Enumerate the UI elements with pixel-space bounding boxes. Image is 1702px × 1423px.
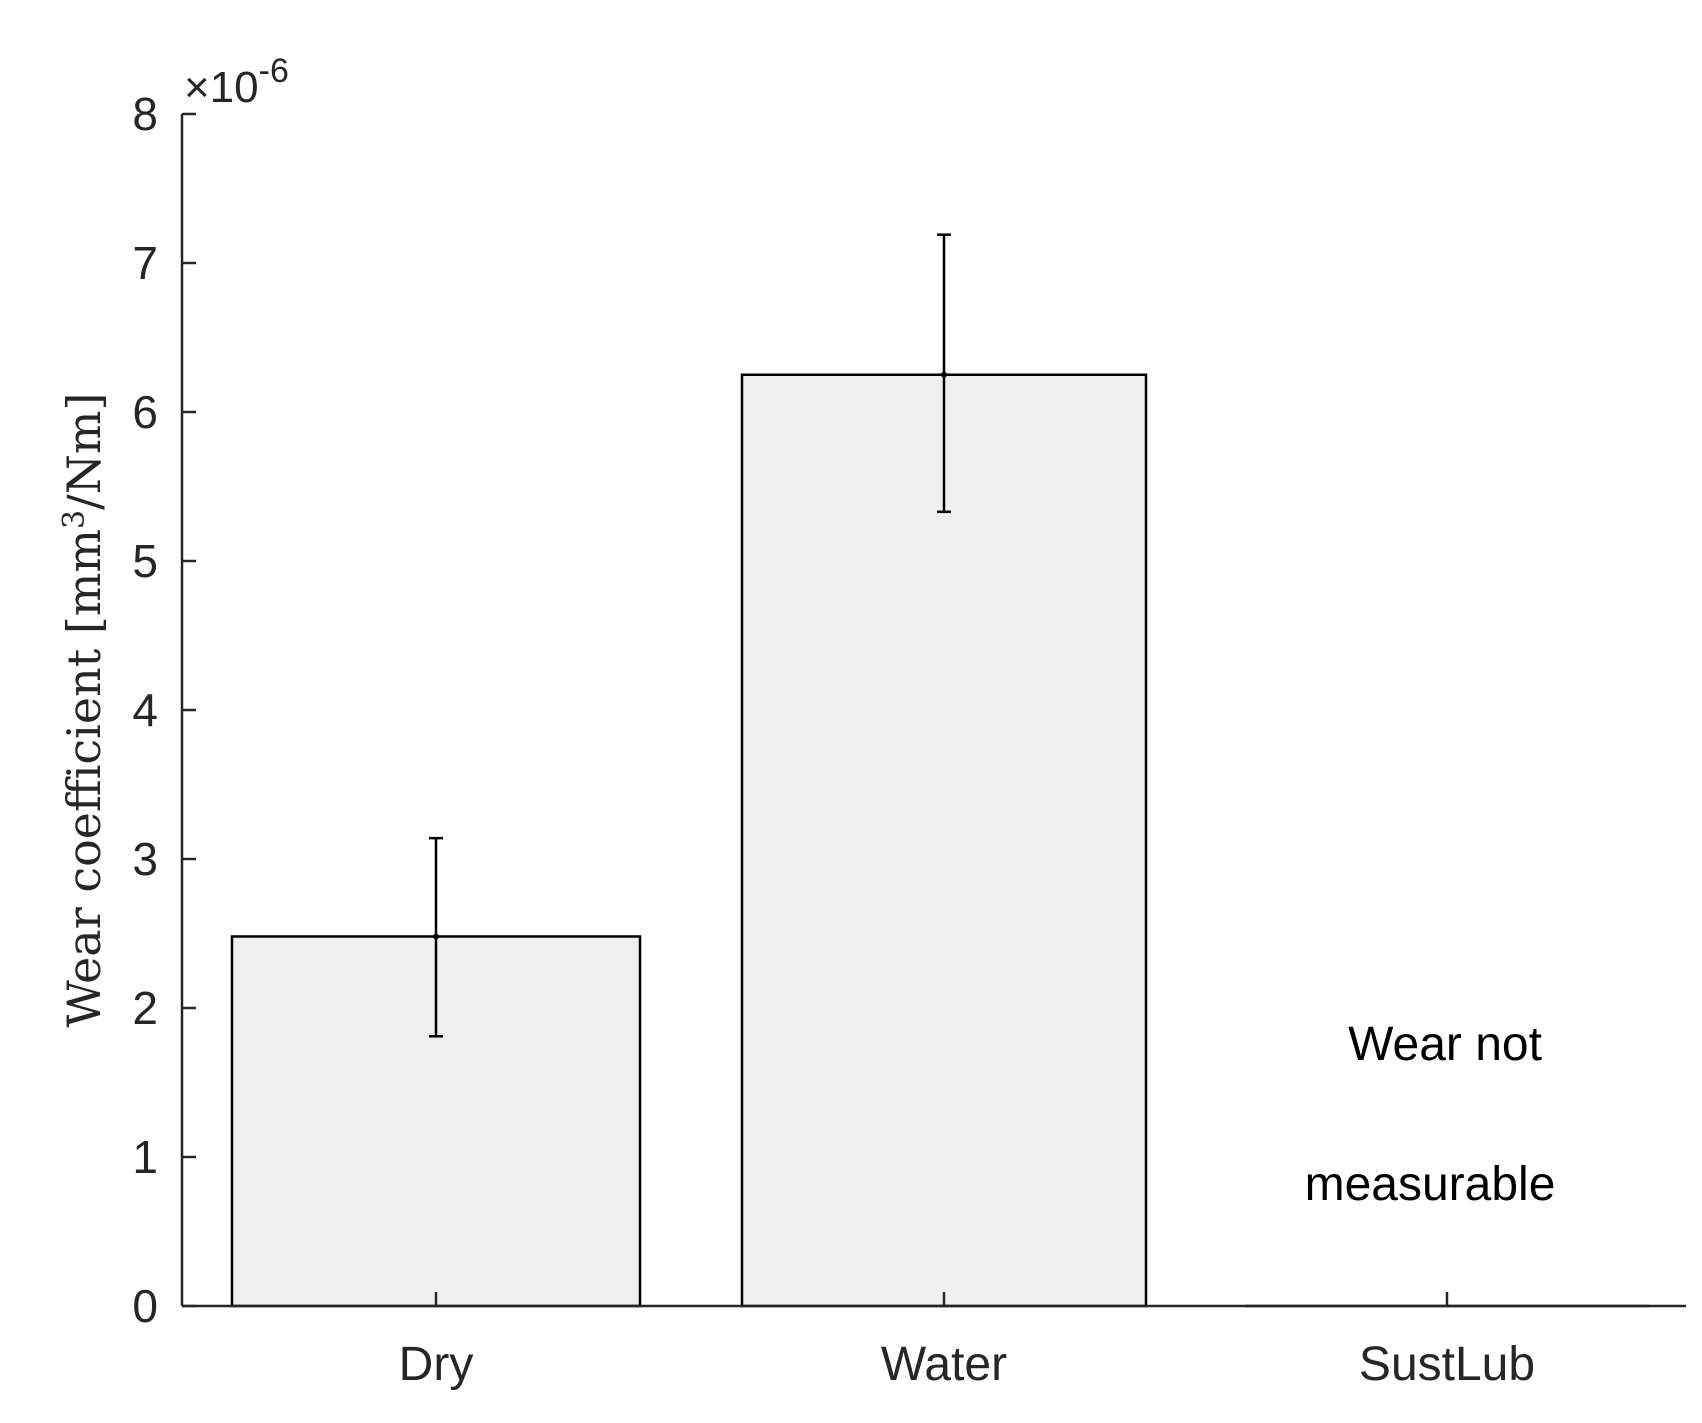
y-multiplier-exponent: -6	[259, 52, 289, 90]
y-axis-title: Wear coefficient [mm3/Nm]	[57, 393, 111, 1028]
y-axis-title-superscript: 3	[57, 510, 92, 529]
x-tick-label-sustlub: SustLub	[1359, 1338, 1535, 1391]
y-axis-title-tail: /Nm]	[57, 393, 111, 510]
x-tick-label-water: Water	[881, 1338, 1007, 1391]
plot-area	[230, 233, 1649, 1308]
y-tick-label: 0	[132, 1280, 158, 1332]
annotation-line-2: measurable	[1305, 1158, 1556, 1211]
y-tick-label: 6	[132, 386, 158, 438]
bar-water	[740, 373, 1148, 1308]
mean-marker	[433, 933, 439, 940]
x-ticks: Dry Water SustLub	[399, 1292, 1535, 1391]
y-tick-label: 2	[132, 982, 158, 1034]
y-tick-label: 3	[132, 833, 158, 885]
y-tick-label: 4	[132, 684, 158, 736]
mean-marker	[941, 371, 947, 378]
y-ticks: 0 1 2 3 4 5 6 7 8	[132, 88, 196, 1332]
y-tick-label: 1	[132, 1131, 158, 1183]
y-tick-label: 5	[132, 535, 158, 587]
y-multiplier-label: ×10-6	[184, 52, 289, 112]
x-tick-label-dry: Dry	[399, 1338, 474, 1391]
y-tick-label: 8	[132, 88, 158, 140]
y-tick-label: 7	[132, 237, 158, 289]
annotation-line-1: Wear not	[1348, 1018, 1542, 1071]
